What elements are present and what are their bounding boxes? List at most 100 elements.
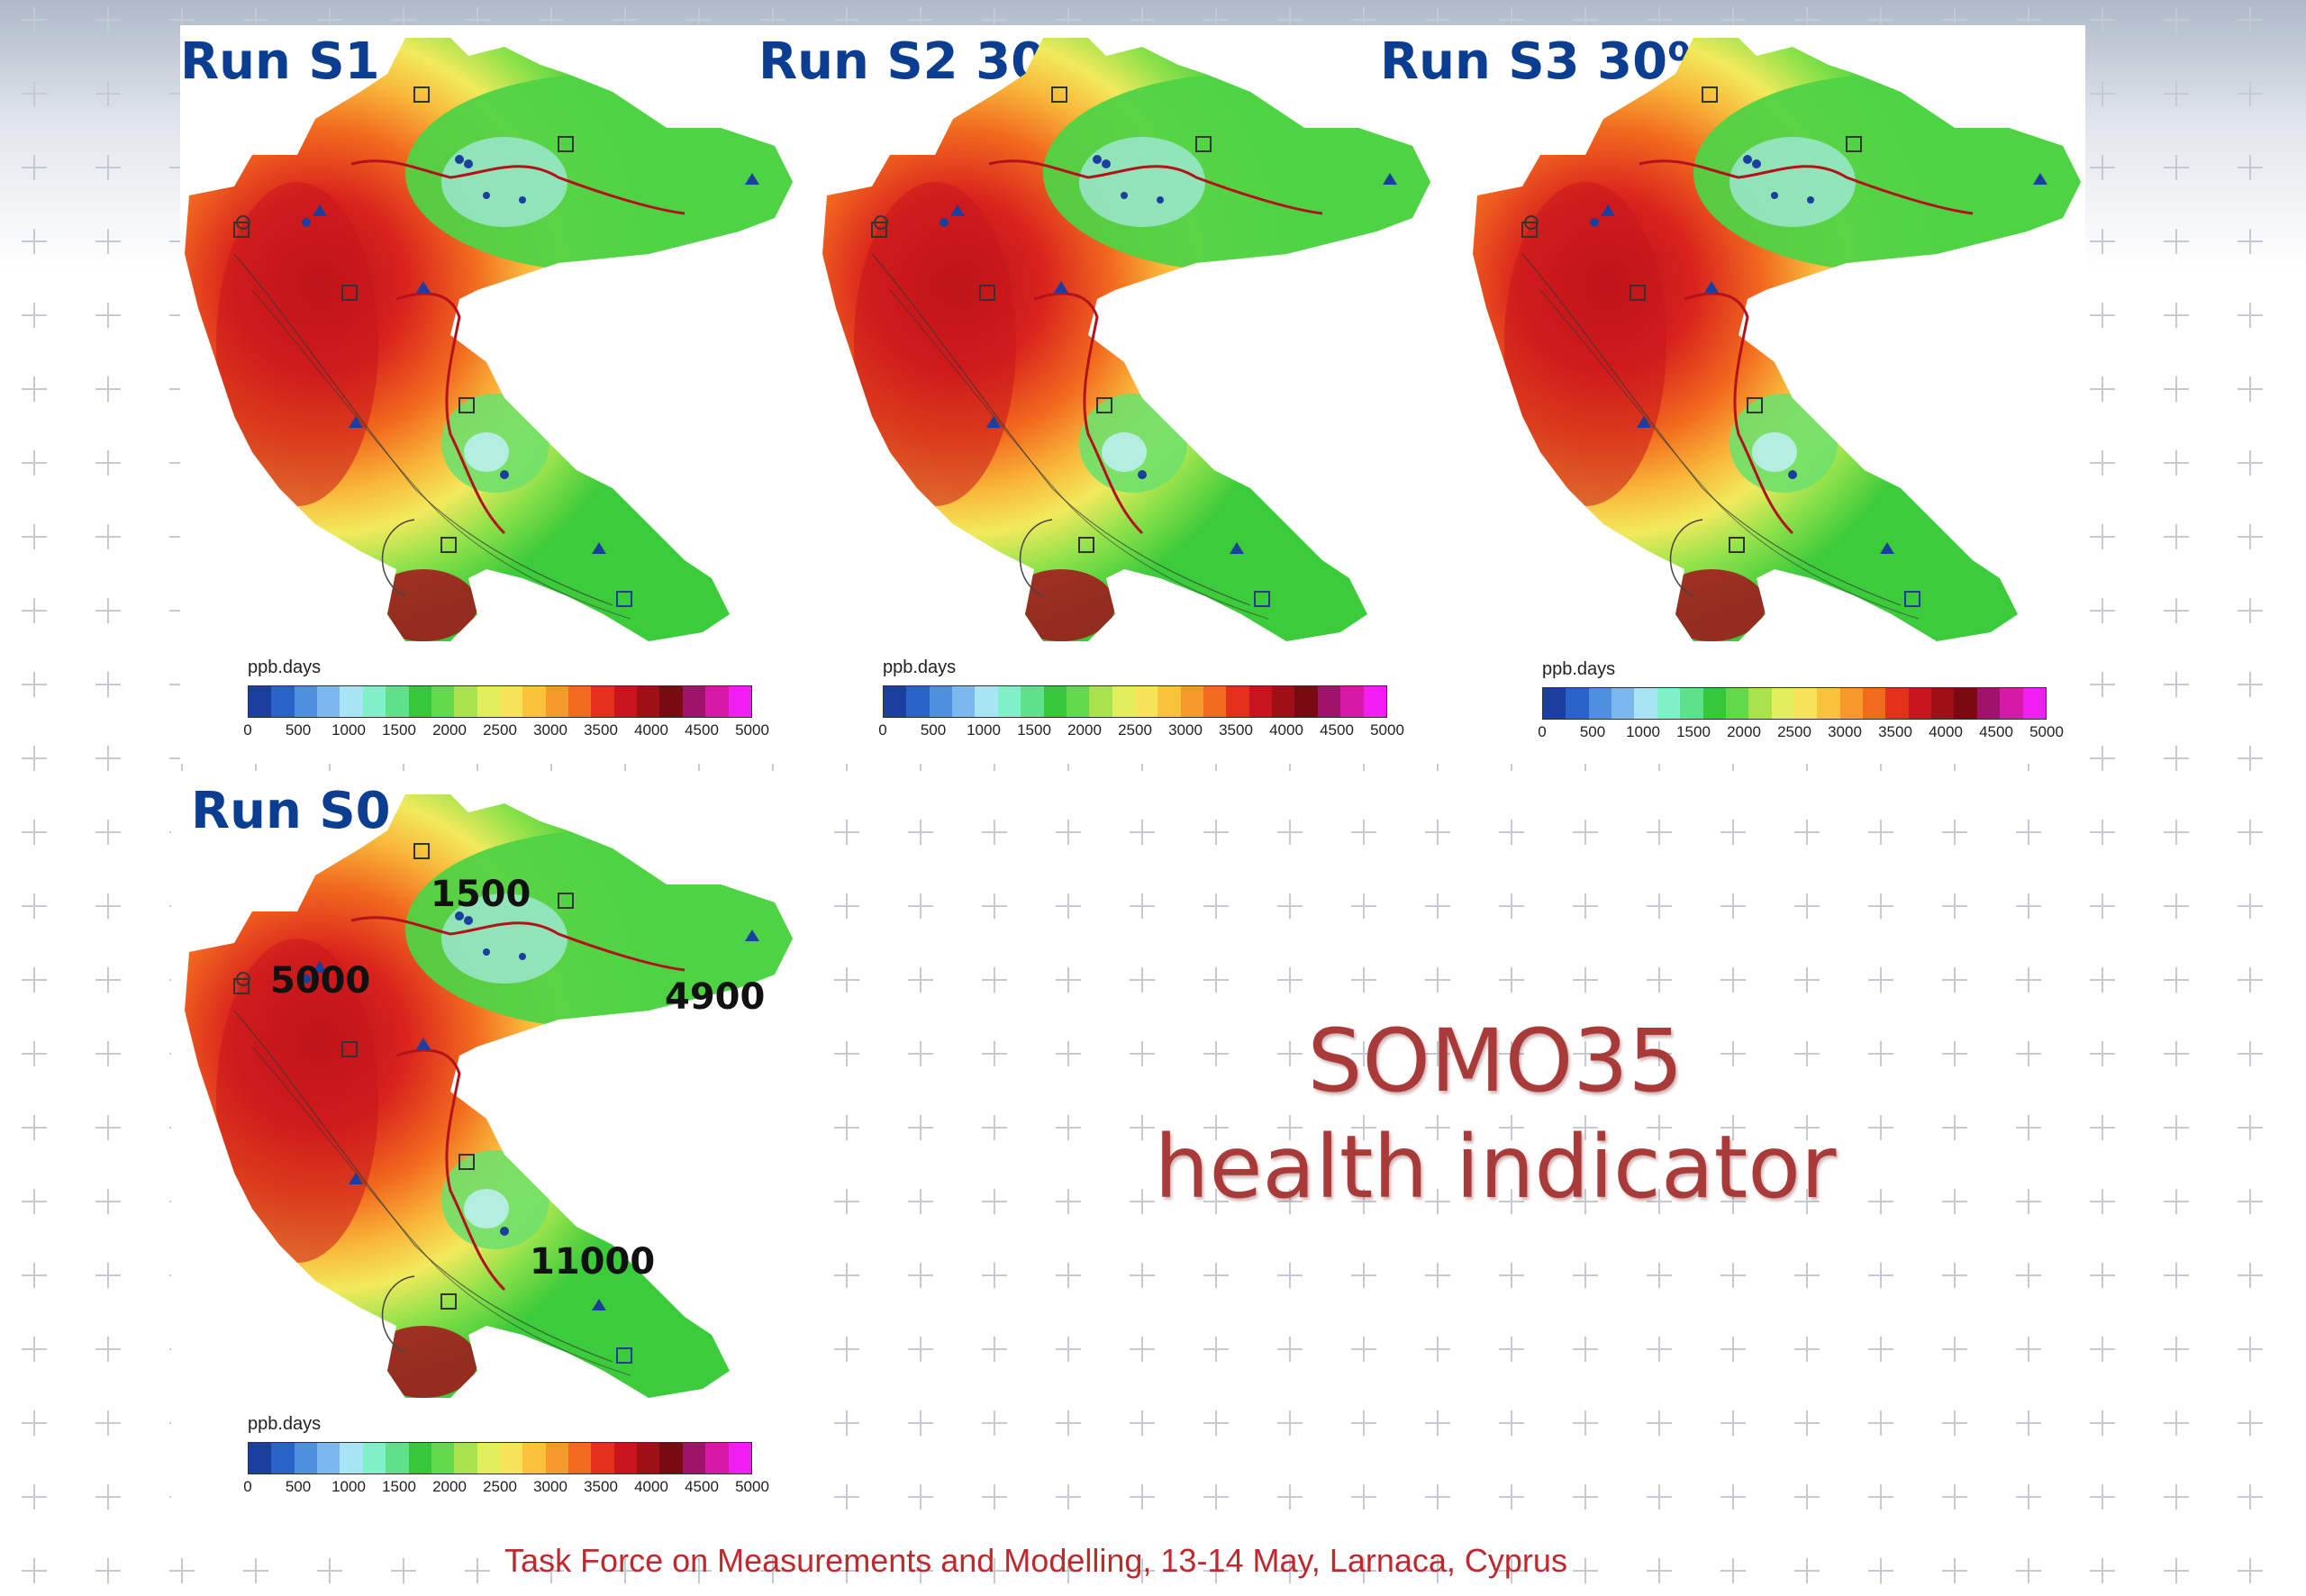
legend-colour-swatch [1089, 686, 1112, 717]
legend-colour-swatch [522, 686, 546, 717]
legend-colour-swatch [659, 1443, 683, 1474]
ozone-map-s0 [180, 776, 811, 1407]
legend-colour-swatch [929, 686, 953, 717]
legend-tick-label: 5000 [1370, 721, 1404, 739]
legend-colour-swatch [1657, 688, 1681, 719]
legend-tick-label: 1000 [331, 721, 366, 739]
legend-unit: ppb.days [883, 657, 957, 677]
legend-tick-label: 0 [878, 721, 887, 739]
legend-colour-swatch [728, 1443, 751, 1474]
ozone-map-s2 [818, 20, 1448, 650]
legend-colour-swatch [249, 1443, 272, 1474]
legend-colour-swatch [568, 686, 592, 717]
legend-colour-swatch [1066, 686, 1090, 717]
legend-colour-bar [248, 685, 752, 718]
headline-line-1: SOMO35 [1307, 1011, 1684, 1111]
legend-colour-swatch [1203, 686, 1227, 717]
legend-colour-swatch [568, 1443, 592, 1474]
legend-colour-swatch [975, 686, 998, 717]
legend-colour-swatch [499, 1443, 523, 1474]
legend-colour-swatch [637, 686, 660, 717]
legend-colour-swatch [1158, 686, 1181, 717]
legend-colour-swatch [884, 686, 907, 717]
legend-colour-swatch [1634, 688, 1657, 719]
legend-colour-swatch [454, 1443, 477, 1474]
legend-tick-label: 1500 [382, 721, 416, 739]
legend-colour-swatch [1543, 688, 1566, 719]
legend-tick-label: 4500 [1979, 723, 2013, 740]
legend-unit: ppb.days [1542, 659, 1616, 679]
slide-headline: SOMO35 health indicator [1063, 1009, 1928, 1221]
legend-colour-swatch [1317, 686, 1341, 717]
legend-tick-label: 3000 [533, 1478, 567, 1495]
legend-colour-swatch [431, 686, 455, 717]
map-annotation: 1500 [431, 874, 531, 915]
legend-tick-label: 2500 [483, 721, 517, 739]
legend-tick-label: 5000 [735, 1478, 769, 1495]
legend-tick-label: 1500 [1676, 723, 1711, 740]
legend-tick-label: 1500 [1017, 721, 1051, 739]
legend-colour-swatch [1180, 686, 1204, 717]
legend-colour-swatch [1226, 686, 1249, 717]
legend-colour-swatch [340, 686, 363, 717]
legend-colour-swatch [386, 1443, 409, 1474]
legend-colour-swatch [1931, 688, 1955, 719]
legend-colour-swatch [1702, 688, 1726, 719]
legend-colour-swatch [1817, 688, 1840, 719]
legend-colour-swatch [906, 686, 930, 717]
legend-ticks: 0 500 1000 1500 2000 2500 3000 3500 4000 4500 5000 [243, 1478, 769, 1500]
legend-colour-swatch [1793, 688, 1818, 719]
legend-tick-label: 2500 [483, 1478, 517, 1495]
legend-tick-label: 4000 [1929, 723, 1963, 740]
legend-colour-bar [1542, 687, 2047, 720]
legend-tick-label: 0 [243, 721, 252, 739]
headline-line-2: health indicator [1154, 1117, 1837, 1218]
panel-title-s0: Run S0 [191, 782, 391, 840]
legend-tick-label: 5000 [735, 721, 769, 739]
colour-legend-s0: ppb.days 0 500 1000 1500 2000 2500 3000 3500 400… [243, 1414, 769, 1500]
legend-tick-label: 2000 [432, 721, 467, 739]
legend-tick-label: 500 [285, 1478, 312, 1495]
legend-colour-swatch [1680, 688, 1703, 719]
legend-colour-swatch [1863, 688, 1886, 719]
legend-colour-swatch [294, 686, 318, 717]
legend-colour-swatch [1839, 688, 1864, 719]
legend-colour-swatch [477, 686, 500, 717]
legend-ticks: 0 500 1000 1500 2000 2500 3000 3500 4000 4500 5000 [1538, 723, 2064, 745]
legend-tick-label: 3500 [584, 1478, 618, 1495]
legend-colour-swatch [408, 686, 431, 717]
legend-colour-swatch [408, 1443, 431, 1474]
legend-colour-swatch [340, 1443, 363, 1474]
panel-title-s3: Run S3 30% [1380, 32, 1719, 91]
map-annotation: 11000 [530, 1241, 656, 1283]
legend-colour-swatch [2022, 688, 2046, 719]
legend-tick-label: 4500 [685, 721, 719, 739]
legend-colour-swatch [705, 686, 729, 717]
legend-colour-swatch [591, 686, 614, 717]
legend-colour-swatch [659, 686, 683, 717]
legend-colour-swatch [454, 686, 477, 717]
legend-tick-label: 5000 [2029, 723, 2064, 740]
legend-colour-swatch [1725, 688, 1749, 719]
legend-tick-label: 500 [1579, 723, 1606, 740]
legend-tick-label: 2000 [432, 1478, 467, 1495]
legend-colour-swatch [271, 1443, 295, 1474]
legend-colour-swatch [2000, 688, 2023, 719]
legend-colour-swatch [1134, 686, 1158, 717]
colour-legend-s1: ppb.days 0 500 1000 1500 2000 2500 3000 3500 400… [243, 657, 769, 743]
legend-colour-swatch [591, 1443, 614, 1474]
legend-colour-swatch [1748, 688, 1772, 719]
legend-tick-label: 0 [1538, 723, 1547, 740]
slide-footer: Task Force on Measurements and Modelling… [504, 1542, 1567, 1579]
ozone-map-s3 [1468, 20, 2099, 650]
legend-tick-label: 1000 [967, 721, 1001, 739]
legend-colour-swatch [1340, 686, 1364, 717]
legend-colour-swatch [522, 1443, 546, 1474]
legend-colour-swatch [362, 686, 386, 717]
ozone-map-s1 [180, 20, 811, 650]
legend-colour-swatch [728, 686, 751, 717]
legend-colour-swatch [682, 686, 706, 717]
legend-colour-swatch [1112, 686, 1135, 717]
legend-colour-swatch [705, 1443, 729, 1474]
legend-colour-swatch [637, 1443, 660, 1474]
